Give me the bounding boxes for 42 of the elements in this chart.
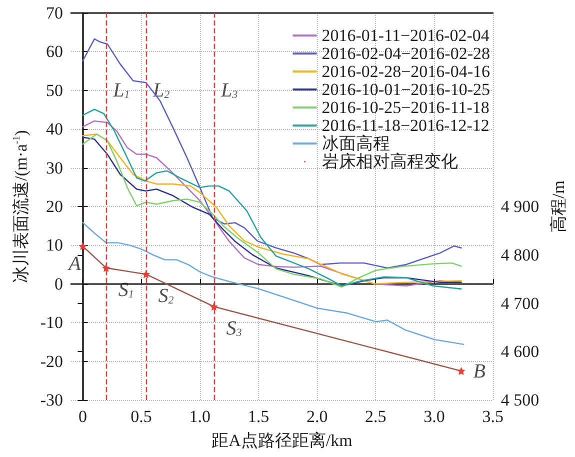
y-axis-title: 冰川表面流速/(m·a-1) bbox=[11, 130, 30, 283]
y-tick-label: 50 bbox=[46, 80, 63, 100]
y-tick-label: 0 bbox=[54, 274, 63, 294]
y2-tick-label: 4 500 bbox=[500, 390, 540, 410]
legend-label: 冰面高程 bbox=[322, 134, 390, 153]
annotation: A bbox=[66, 252, 82, 275]
y-tick-label: 40 bbox=[46, 120, 63, 139]
x-tick-label: 1.5 bbox=[248, 407, 270, 426]
legend-label: 2016-02-04−2016-02-28 bbox=[322, 44, 490, 63]
y-tick-label: 10 bbox=[46, 236, 63, 255]
y-tick-label: -10 bbox=[40, 313, 63, 332]
x-tick-label: 2.5 bbox=[365, 407, 386, 426]
x-axis-title: 距A点路径距离/km bbox=[212, 431, 352, 450]
legend-label: 2016-11-18−2016-12-12 bbox=[322, 116, 490, 135]
y-tick-label: 60 bbox=[46, 42, 63, 62]
x-tick-label: 3.5 bbox=[482, 407, 504, 426]
ref-line-label: L3 bbox=[220, 79, 238, 102]
x-tick-label: 0 bbox=[78, 407, 87, 426]
x-tick-label: 0.5 bbox=[130, 407, 152, 426]
y-tick-label: 20 bbox=[46, 197, 63, 216]
line-series bbox=[82, 222, 464, 346]
y2-axis-title: 高程/m bbox=[549, 180, 568, 232]
annotation: S2 bbox=[158, 284, 174, 307]
x-tick-label: 2.0 bbox=[306, 407, 328, 426]
y-tick-label: -20 bbox=[40, 352, 63, 371]
y-tick-label: 30 bbox=[46, 158, 63, 178]
annotation: S3 bbox=[226, 318, 242, 340]
y-tick-label: 70 bbox=[46, 4, 63, 22]
y2-tick-label: 4 600 bbox=[500, 342, 540, 362]
legend-label: 2016-02-28−2016-04-16 bbox=[322, 62, 490, 81]
y2-tick-label: 4 900 bbox=[500, 197, 540, 216]
legend-label: 岩床相对高程变化 bbox=[322, 152, 458, 171]
y-tick-label: -30 bbox=[40, 390, 63, 410]
legend-label: 2016-10-25−2016-11-18 bbox=[322, 98, 490, 117]
annotation: B bbox=[473, 360, 486, 383]
legend-label: 2016-01-11−2016-02-04 bbox=[322, 26, 490, 45]
legend-label: 2016-10-01−2016-10-25 bbox=[322, 80, 490, 99]
ref-line-label: L1 bbox=[112, 79, 130, 102]
x-tick-label: 1.0 bbox=[189, 407, 211, 426]
y2-tick-label: 4 800 bbox=[500, 245, 540, 264]
x-tick-label: 3.0 bbox=[424, 407, 445, 426]
y2-tick-label: 4 700 bbox=[500, 294, 540, 313]
